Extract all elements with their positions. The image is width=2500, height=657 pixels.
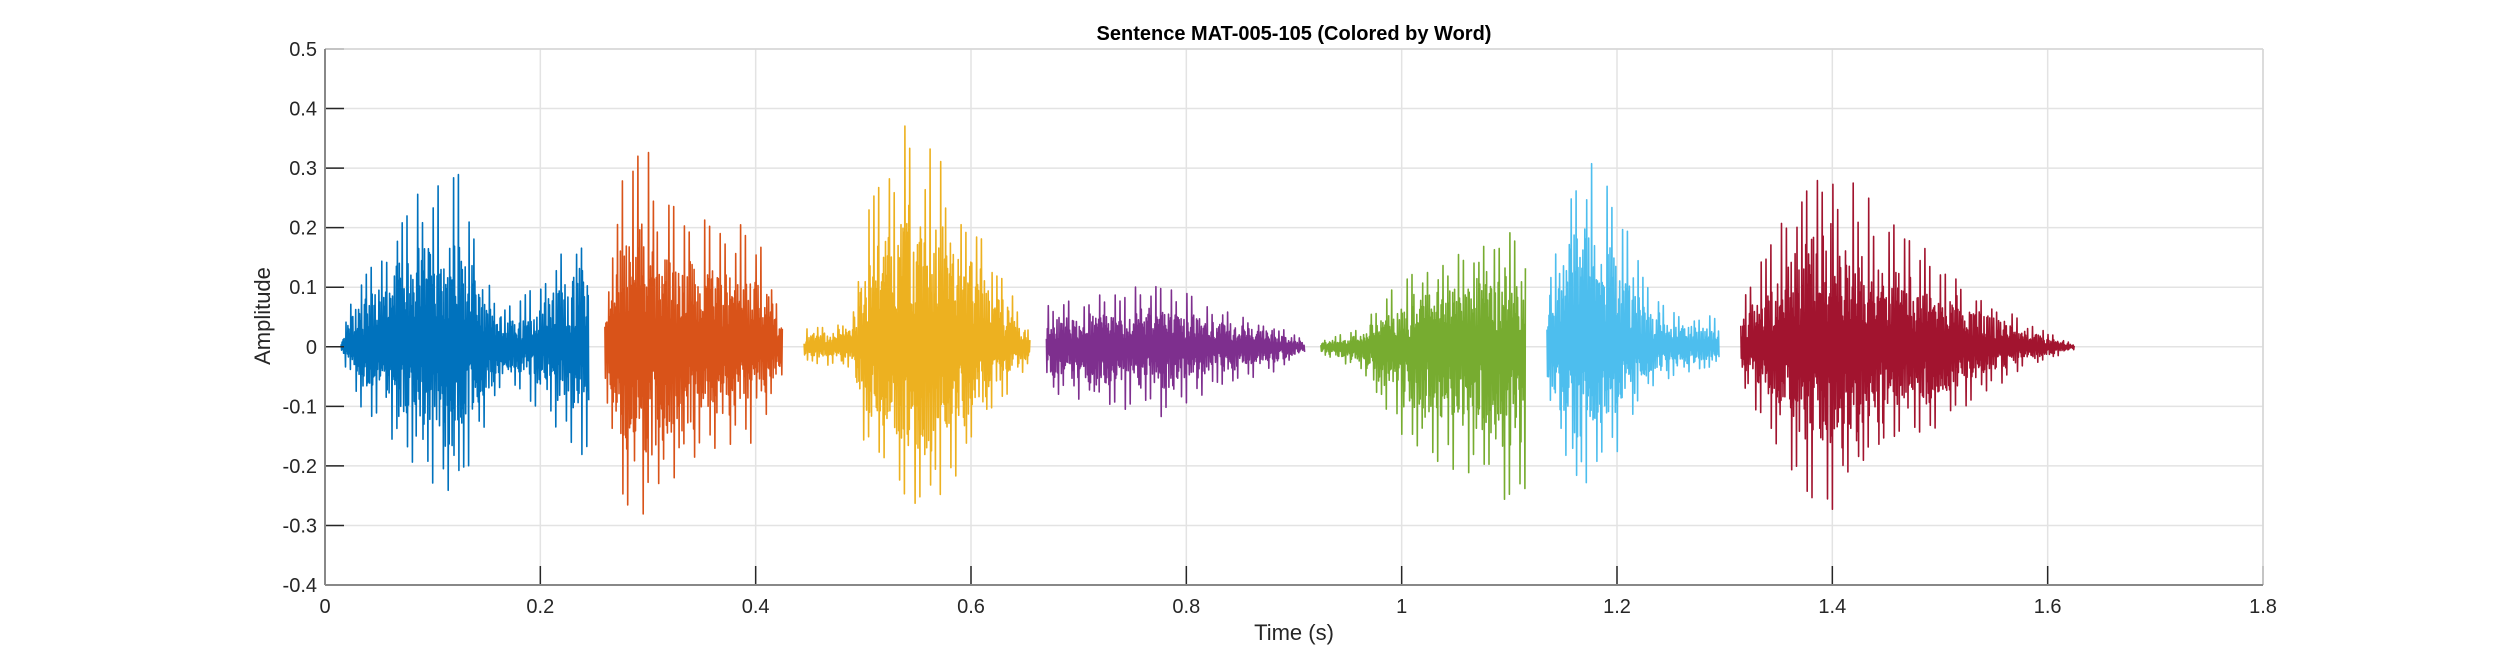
series-word-4 <box>1045 285 1306 418</box>
x-tick-label: 0 <box>319 596 330 618</box>
y-tick-label: 0.2 <box>289 218 317 240</box>
chart-title: Sentence MAT-005-105 (Colored by Word) <box>1097 23 1492 45</box>
y-tick-label: -0.4 <box>283 575 317 597</box>
series-word-3 <box>803 125 1031 504</box>
series-word-1 <box>340 173 590 492</box>
series-word-2 <box>604 151 784 515</box>
x-tick-label: 0.4 <box>742 596 770 618</box>
x-tick-label: 0.8 <box>1172 596 1200 618</box>
y-axis-label: Amplitude <box>250 267 275 365</box>
series-group <box>340 125 2075 515</box>
y-tick-label: 0.5 <box>289 39 317 61</box>
x-tick-label: 0.2 <box>526 596 554 618</box>
y-tick-label: -0.3 <box>283 515 317 537</box>
x-tick-label: 1.6 <box>2034 596 2062 618</box>
series-word-5 <box>1320 232 1527 500</box>
x-tick-label: 1.8 <box>2249 596 2277 618</box>
y-tick-label: -0.1 <box>283 396 317 418</box>
y-tick-label: 0.1 <box>289 277 317 299</box>
x-tick-label: 0.6 <box>957 596 985 618</box>
x-axis-label: Time (s) <box>1254 620 1334 645</box>
y-tick-label: -0.2 <box>283 456 317 478</box>
x-tick-label: 1 <box>1396 596 1407 618</box>
axes <box>324 48 2264 586</box>
series-word-7 <box>1740 179 2075 510</box>
series-word-6 <box>1546 162 1720 484</box>
y-tick-label: 0.4 <box>289 99 317 121</box>
tick-labels: 0 0.2 0.4 0.6 0.8 1 1.2 1.4 1.6 1.8 -0.4 -0.3 -0.2 -0… <box>283 39 2277 618</box>
y-tick-label: 0.3 <box>289 158 317 180</box>
x-tick-label: 1.2 <box>1603 596 1631 618</box>
y-tick-label: 0 <box>306 337 317 359</box>
x-tick-label: 1.4 <box>1818 596 1846 618</box>
